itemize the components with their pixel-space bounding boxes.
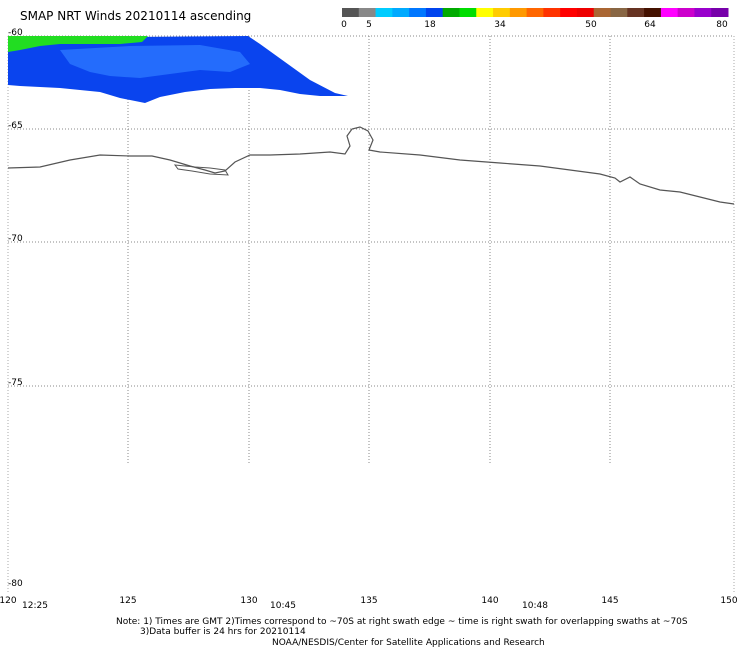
lat-label: -75	[8, 378, 23, 388]
color-scale-segment	[392, 8, 410, 17]
wind-swath	[8, 36, 348, 103]
color-scale-segment	[493, 8, 511, 17]
color-scale-segment	[476, 8, 494, 17]
lat-label: -60	[8, 28, 23, 38]
color-scale-bar	[342, 8, 729, 17]
lat-label: -70	[8, 234, 23, 244]
color-scale-segment	[627, 8, 645, 17]
color-scale-segment	[425, 8, 444, 17]
color-scale-segment	[610, 8, 628, 17]
color-scale-label: 0	[341, 20, 347, 30]
color-scale-segment	[358, 8, 377, 17]
color-scale-segment	[711, 8, 729, 17]
note-line-2: 3)Data buffer is 24 hrs for 20210114	[140, 627, 306, 637]
wind-swath-green	[8, 36, 148, 52]
color-scale-segment	[342, 8, 360, 17]
color-scale-segment	[660, 8, 679, 17]
coastline-inlet	[173, 164, 229, 176]
note-line-3: NOAA/NESDIS/Center for Satellite Applica…	[272, 638, 545, 648]
color-scale-segment	[644, 8, 662, 17]
swath-time-label: 10:48	[522, 601, 548, 611]
color-scale-label: 64	[644, 20, 656, 30]
color-scale-label: 50	[585, 20, 597, 30]
color-scale-segment	[543, 8, 561, 17]
note-line-1: Note: 1) Times are GMT 2)Times correspon…	[116, 617, 688, 627]
lat-lon-grid	[7, 35, 735, 592]
coastline	[7, 126, 735, 205]
lon-label: 130	[240, 596, 258, 606]
color-scale-label: 5	[366, 20, 372, 30]
swath-time-label: 10:45	[270, 601, 296, 611]
color-scale-segment	[677, 8, 695, 17]
swath-time-label: 12:25	[22, 601, 48, 611]
lon-label: 140	[481, 596, 499, 606]
color-scale-segment	[593, 8, 612, 17]
lat-label: -80	[8, 579, 23, 589]
map-title: SMAP NRT Winds 20210114 ascending	[20, 9, 252, 23]
color-scale-segment	[526, 8, 544, 17]
color-scale-segment	[442, 8, 460, 17]
color-scale-label: 34	[494, 20, 506, 30]
color-scale-segment	[375, 8, 393, 17]
color-scale-segment	[560, 8, 578, 17]
lon-label: 145	[601, 596, 619, 606]
color-scale-segment	[459, 8, 477, 17]
lon-label: 120	[0, 596, 17, 606]
lat-label: -65	[8, 121, 23, 131]
lon-label: 150	[720, 596, 738, 606]
color-scale-segment	[576, 8, 595, 17]
color-scale-segment	[509, 8, 528, 17]
lon-label: 135	[360, 596, 378, 606]
wind-swath-light	[60, 45, 250, 78]
color-scale-label: 80	[716, 20, 728, 30]
lon-label: 125	[119, 596, 137, 606]
color-scale-segment	[694, 8, 712, 17]
color-scale-segment	[409, 8, 427, 17]
color-scale-label: 18	[424, 20, 436, 30]
